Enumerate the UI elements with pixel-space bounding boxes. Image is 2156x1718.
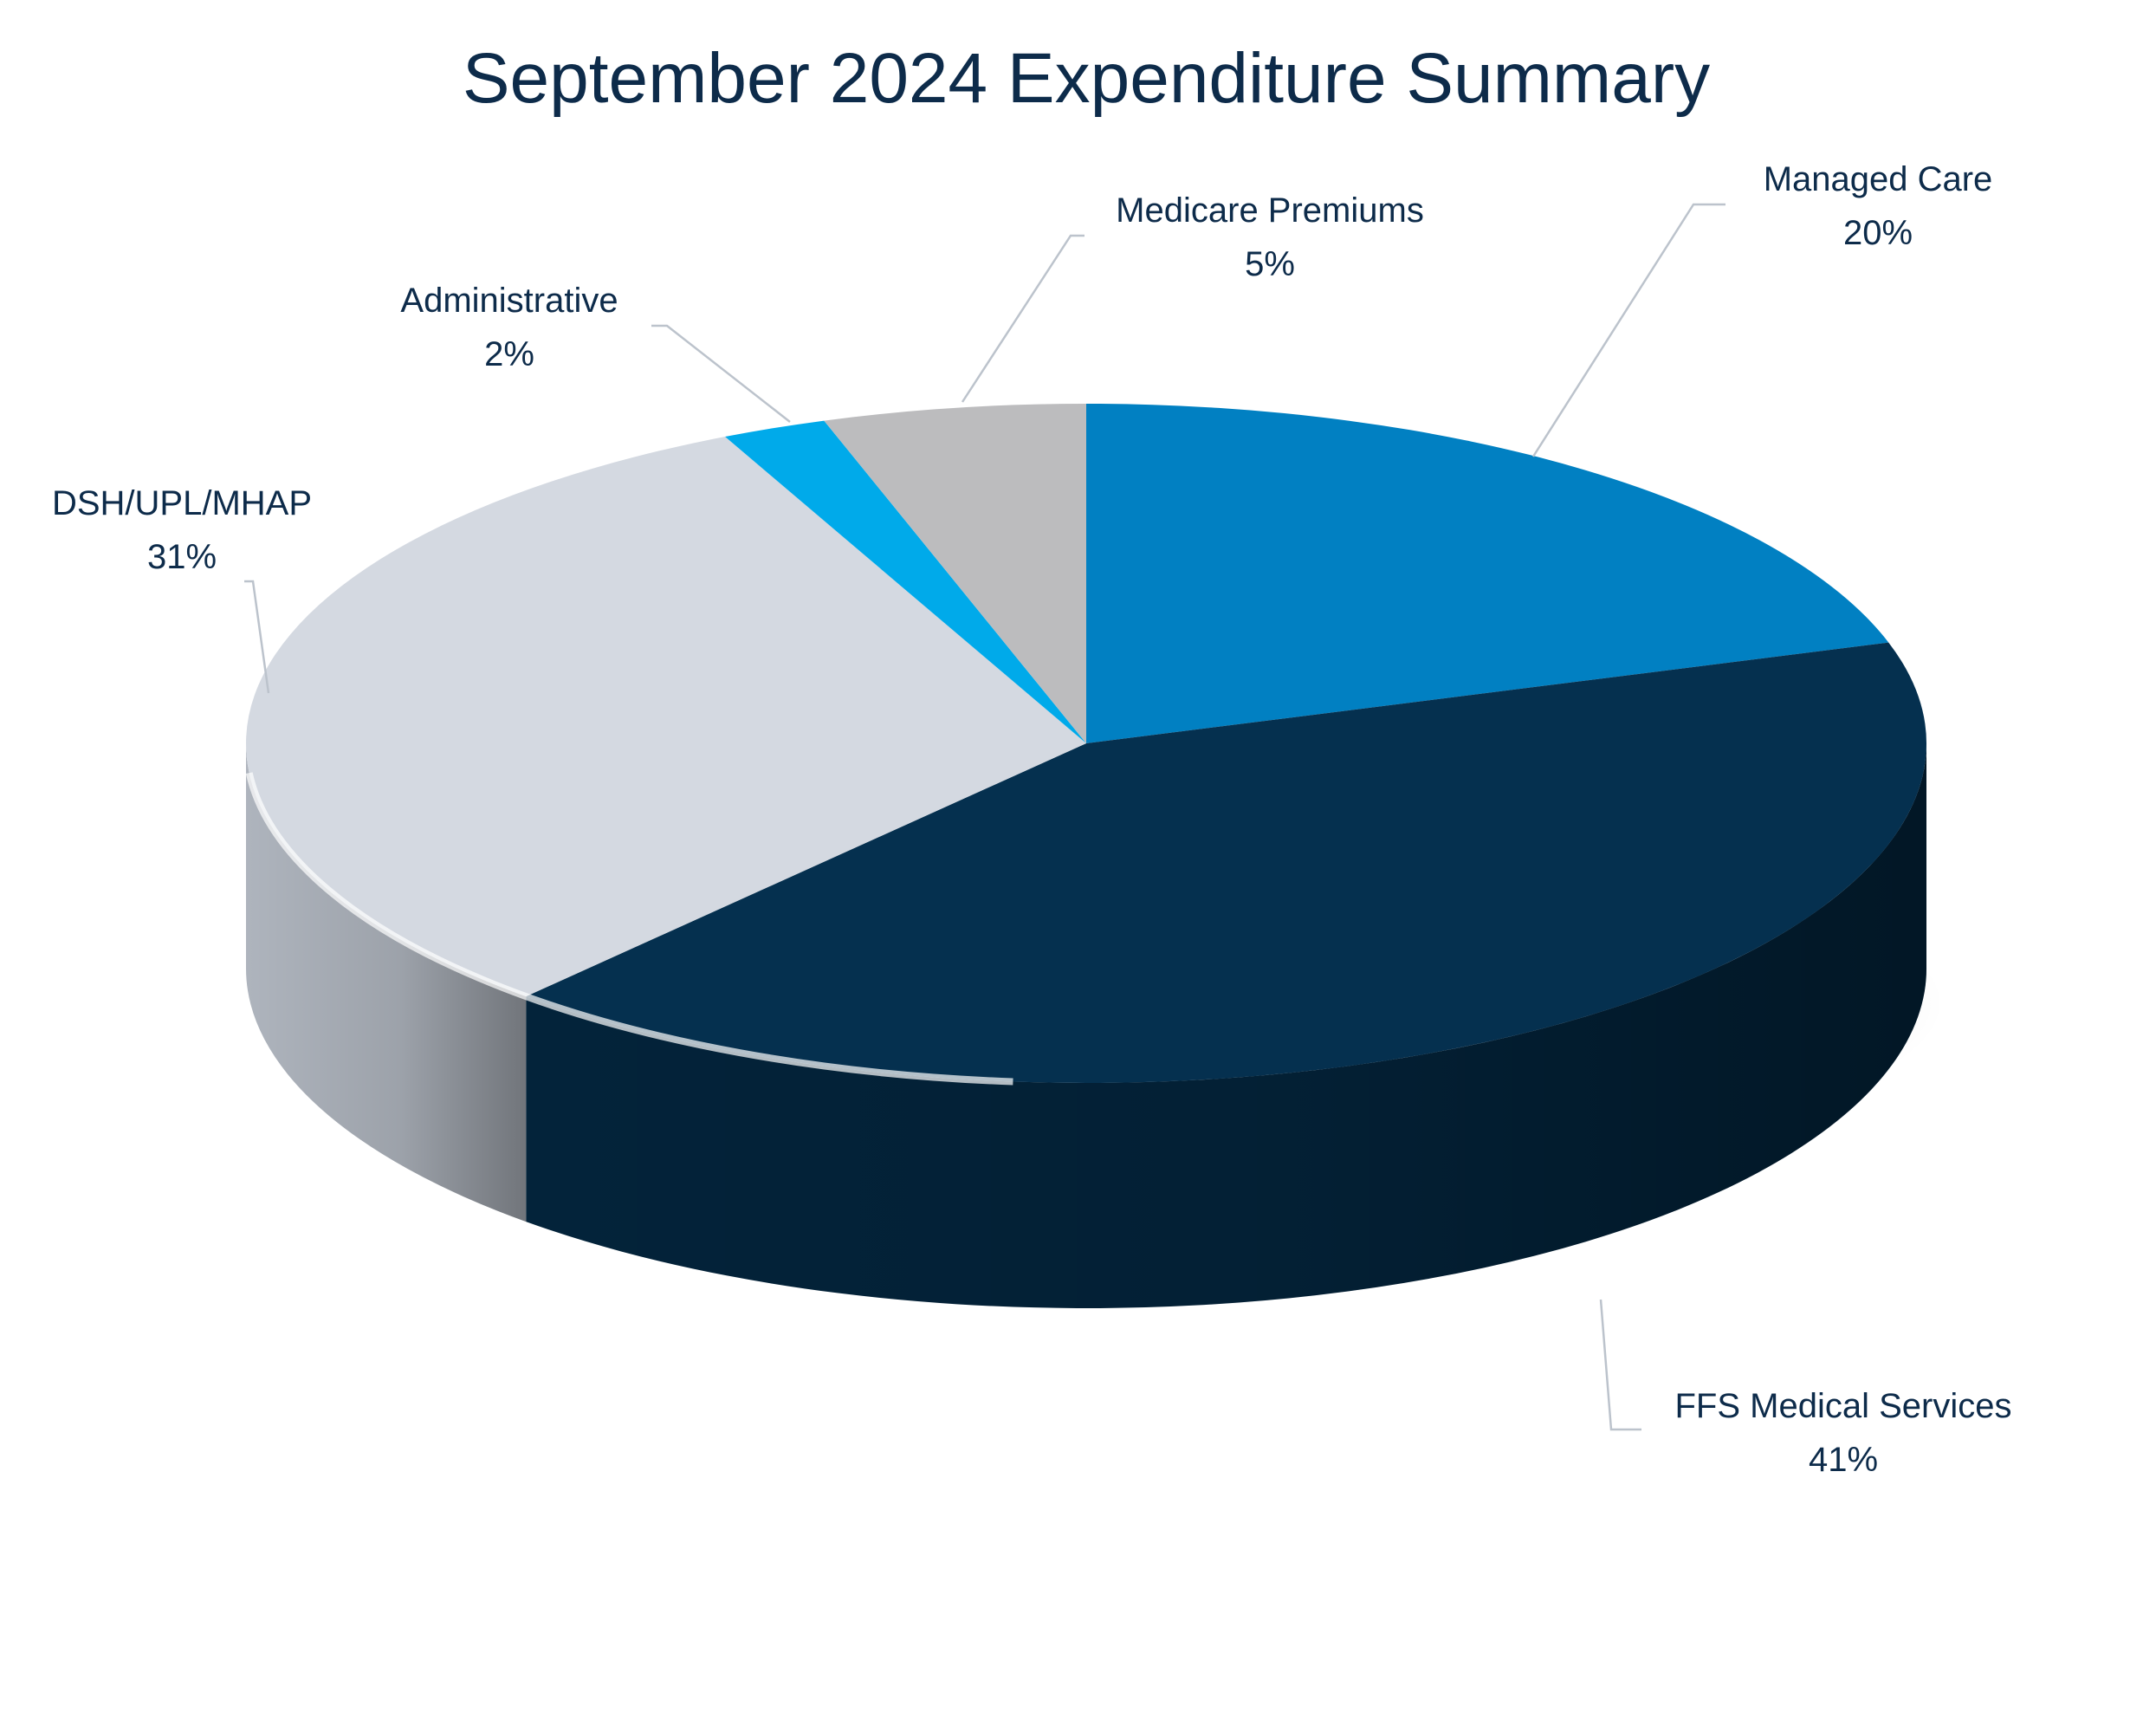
pie-slice-managed-care: [1086, 404, 1889, 743]
data-label-name-dsh-upl-mhap: DSH/UPL/MHAP: [52, 484, 312, 522]
pie-side-shade-dsh-upl-mhap: [246, 743, 527, 1222]
data-label-name-medicare-premiums: Medicare Premiums: [1116, 191, 1424, 230]
data-label-value-ffs-medical-services: 41%: [1809, 1441, 1878, 1479]
data-label-value-administrative: 2%: [484, 335, 534, 373]
data-label-value-managed-care: 20%: [1843, 214, 1913, 252]
pie-slice-administrative: [725, 420, 1086, 743]
pie-slice-medicare-premiums: [824, 404, 1086, 743]
leader-line-dsh-upl-mhap: [244, 580, 270, 694]
chart-title: September 2024 Expenditure Summary: [463, 39, 1710, 118]
leader-line-medicare-premiums: [961, 234, 1084, 403]
pie-slice-dsh-upl-mhap: [246, 437, 1086, 997]
data-label-name-managed-care: Managed Care: [1764, 160, 1993, 198]
pie-side-shade-ffs-medical-services: [526, 743, 1926, 1309]
pie-rim-highlight: [245, 772, 1013, 1086]
data-label-value-medicare-premiums: 5%: [1245, 245, 1295, 283]
leader-line-administrative: [651, 324, 791, 423]
data-label-name-ffs-medical-services: FFS Medical Services: [1675, 1387, 2012, 1425]
pie-slices: [245, 404, 1926, 1086]
data-labels: Managed Care 20% FFS Medical Services 41% DS…: [52, 160, 2012, 1479]
pie-slice-ffs-medical-services: [526, 642, 1926, 1083]
pie-sides: [246, 743, 1926, 1309]
data-label-value-dsh-upl-mhap: 31%: [147, 538, 217, 576]
data-label-name-administrative: Administrative: [400, 282, 618, 320]
leader-line-ffs-medical-services: [1599, 1299, 1641, 1431]
leader-line-managed-care: [1531, 203, 1725, 457]
